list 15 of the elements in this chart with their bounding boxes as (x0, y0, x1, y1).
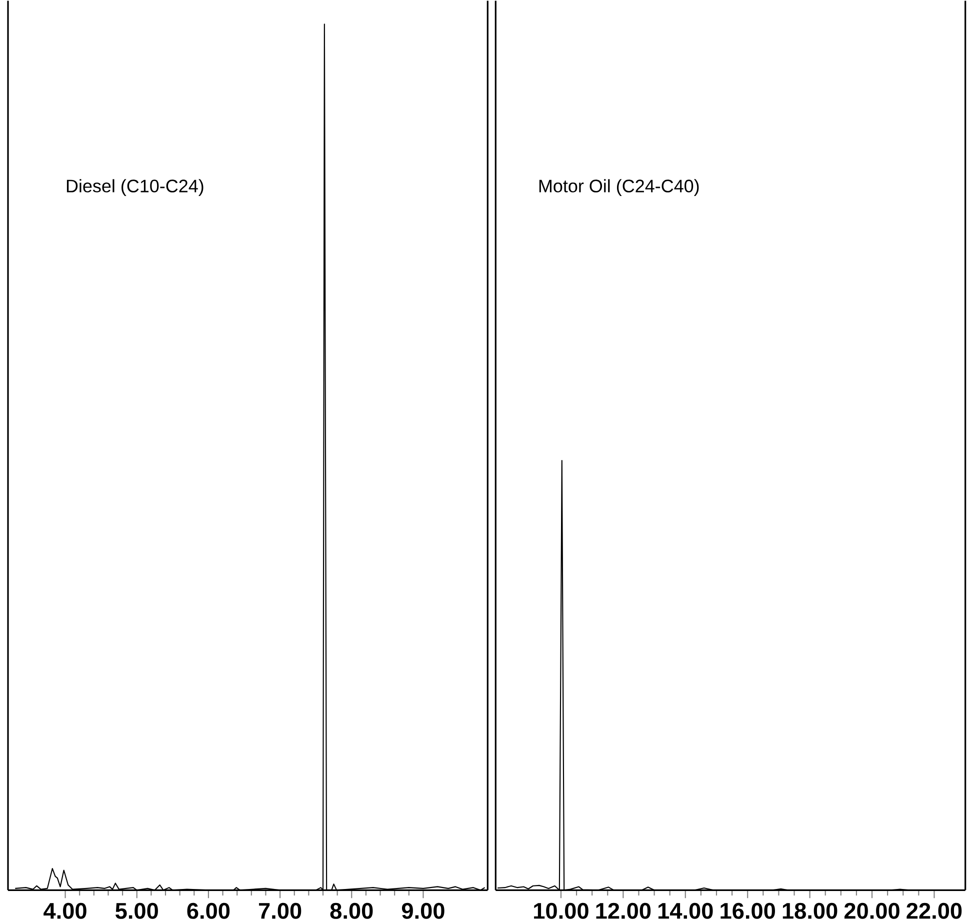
x-tick-label: 14.00 (658, 902, 713, 919)
x-tick-label: 18.00 (782, 902, 838, 919)
text: Motor Oil (C24-C40) (539, 179, 699, 196)
x-tick-label: 20.00 (844, 902, 900, 919)
x-tick-label: 7.00 (258, 902, 302, 919)
x-tick-label: 8.00 (330, 902, 373, 919)
x-tick-label: 12.00 (596, 902, 651, 919)
x-tick-label: 5.00 (116, 902, 158, 919)
x-tick-label: 10.00 (534, 902, 588, 919)
x-tick-label: 4.00 (44, 902, 86, 919)
x-tick-label: 16.00 (720, 902, 775, 919)
x-tick-label: 22.00 (906, 902, 962, 919)
x-tick-label: 6.00 (187, 902, 230, 919)
annotation: Diesel (C10-C24) (66, 179, 204, 196)
x-tick-label: 9.00 (402, 902, 444, 919)
